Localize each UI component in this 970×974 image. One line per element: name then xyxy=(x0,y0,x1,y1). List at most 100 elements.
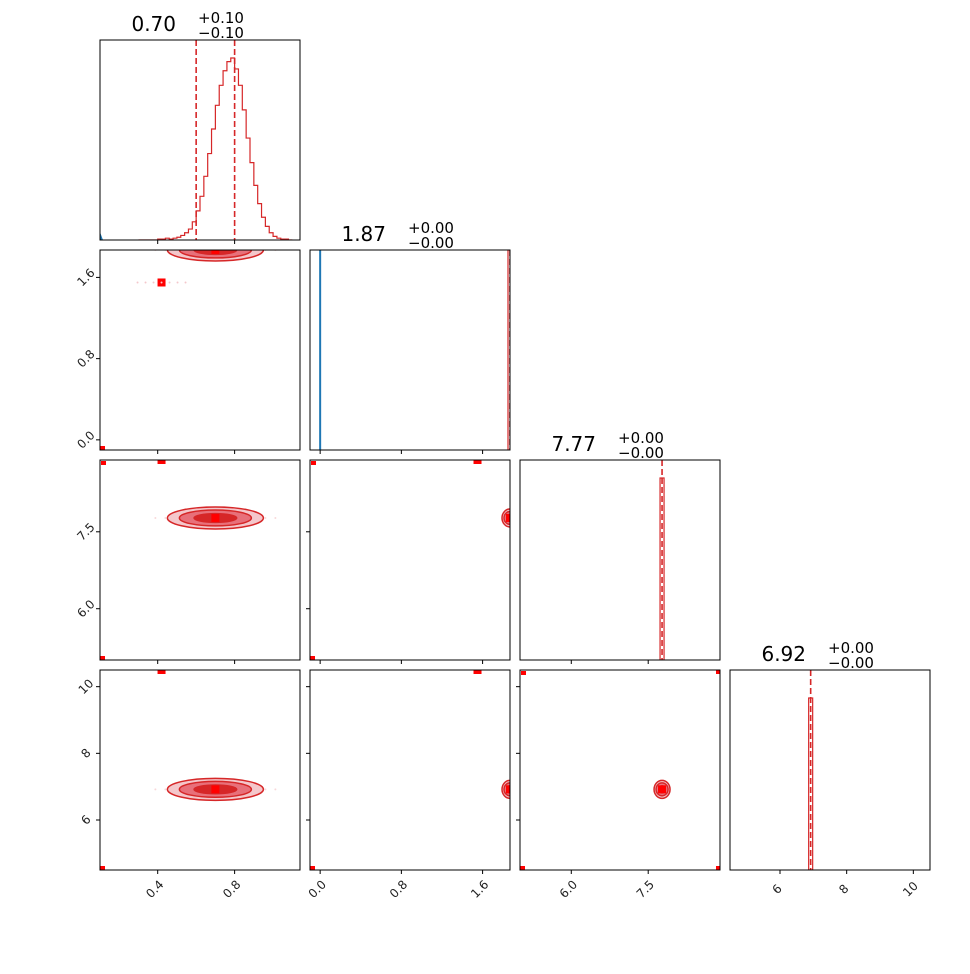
panel-1-0: 0.0 0.8 1.6 xyxy=(74,249,301,454)
title-param-1: 1.87 +0.00 −0.00 xyxy=(341,219,454,252)
histogram-param-1 xyxy=(507,250,510,450)
panel-frame xyxy=(519,669,721,871)
outlier-marker xyxy=(716,670,720,674)
panel-content xyxy=(100,670,277,870)
y-tick-label: 7.5 xyxy=(74,520,97,543)
x-tick-label: 0.4 xyxy=(143,877,166,900)
scatter-point xyxy=(168,281,171,284)
outlier-marker xyxy=(100,656,105,660)
outlier-marker xyxy=(473,670,482,674)
outlier-marker xyxy=(521,671,526,675)
x-tick-label: 8 xyxy=(836,882,851,897)
panel-frame xyxy=(729,669,931,871)
scatter-point xyxy=(164,788,167,791)
panel-3-2: 6.0 7.5 xyxy=(516,669,721,901)
outlier-marker xyxy=(311,461,316,465)
median-marker xyxy=(506,785,510,794)
panel-content xyxy=(100,460,277,660)
panel-0-0 xyxy=(99,39,301,244)
title-value-3: 6.92 xyxy=(761,642,806,666)
outlier-marker xyxy=(716,866,720,870)
title-plus-2: +0.00 xyxy=(618,429,664,447)
median-marker xyxy=(506,513,510,522)
title-minus-3: −0.00 xyxy=(828,654,874,672)
y-tick-label: 1.6 xyxy=(74,266,97,289)
x-tick-label: 7.5 xyxy=(634,877,657,900)
title-plus-3: +0.00 xyxy=(828,639,874,657)
panel-1-1 xyxy=(309,249,511,454)
outlier-marker xyxy=(157,670,166,674)
median-marker xyxy=(658,785,667,794)
panel-frame xyxy=(99,459,301,661)
title-param-2: 7.77 +0.00 −0.00 xyxy=(551,429,664,462)
scatter-point xyxy=(144,281,147,284)
panel-frame xyxy=(99,249,301,451)
scatter-point xyxy=(264,516,267,519)
panel-content xyxy=(310,460,510,660)
panel-2-0: 6.0 7.5 xyxy=(74,459,301,664)
panel-content xyxy=(100,40,293,240)
title-param-3: 6.92 +0.00 −0.00 xyxy=(761,639,874,672)
x-tick-label: 0.8 xyxy=(220,877,243,900)
outlier-marker xyxy=(101,461,106,465)
x-tick-label: 6 xyxy=(770,882,785,897)
x-tick-label: 0.0 xyxy=(306,877,329,900)
scatter-point xyxy=(160,281,163,284)
panel-frame xyxy=(309,249,511,451)
scatter-point xyxy=(164,516,167,519)
title-minus-2: −0.00 xyxy=(618,444,664,462)
scatter-point xyxy=(274,788,277,791)
x-tick-label: 0.8 xyxy=(387,877,410,900)
x-tick-label: 6.0 xyxy=(557,877,580,900)
y-tick-label: 6 xyxy=(78,812,93,827)
scatter-point xyxy=(152,281,155,284)
panel-2-1 xyxy=(306,459,511,664)
outlier-marker xyxy=(157,460,166,464)
panel-frame xyxy=(99,669,301,871)
plot-layer: 0.0 0.8 1.6 6.0 7.5 0.4 0.8 6 8 10 0.0 0.8 1.6 6.0 7.5… xyxy=(74,39,931,901)
scatter-point xyxy=(176,281,179,284)
outlier-marker xyxy=(100,866,105,870)
panel-frame xyxy=(309,459,511,661)
title-plus-0: +0.10 xyxy=(198,9,244,27)
panel-3-3: 6 8 10 xyxy=(729,669,931,900)
x-tick-label: 10 xyxy=(900,879,921,900)
panel-content xyxy=(100,250,277,450)
scatter-point xyxy=(274,516,277,519)
y-tick-label: 6.0 xyxy=(74,597,97,620)
panel-frame xyxy=(99,39,301,241)
title-minus-0: −0.10 xyxy=(198,24,244,42)
median-marker xyxy=(211,785,220,794)
outlier-marker xyxy=(520,866,525,870)
panel-content xyxy=(520,670,720,870)
panel-content xyxy=(319,250,510,450)
x-tick-label: 1.6 xyxy=(468,877,491,900)
histogram-blue-edge xyxy=(100,232,103,240)
panel-2-2 xyxy=(519,459,721,664)
median-marker xyxy=(211,250,220,254)
panel-3-0: 0.4 0.8 6 8 10 xyxy=(76,669,301,901)
scatter-point xyxy=(184,281,187,284)
scatter-point xyxy=(154,516,157,519)
panel-frame xyxy=(519,459,721,661)
scatter-point xyxy=(154,788,157,791)
title-minus-1: −0.00 xyxy=(408,234,454,252)
panel-frame xyxy=(309,669,511,871)
y-tick-label: 0.0 xyxy=(74,428,97,451)
outlier-marker xyxy=(100,446,105,450)
title-value-2: 7.77 xyxy=(551,432,596,456)
y-tick-label: 10 xyxy=(76,676,97,697)
title-plus-1: +0.00 xyxy=(408,219,454,237)
panel-3-1: 0.0 0.8 1.6 xyxy=(306,669,511,901)
title-value-0: 0.70 xyxy=(131,12,176,36)
outlier-marker xyxy=(310,656,315,660)
outlier-marker xyxy=(310,866,315,870)
scatter-point xyxy=(264,788,267,791)
outlier-marker xyxy=(473,460,482,464)
panel-content xyxy=(659,460,665,660)
title-param-0: 0.70 +0.10 −0.10 xyxy=(131,9,244,42)
panel-content xyxy=(808,670,814,870)
median-marker xyxy=(211,513,220,522)
scatter-point xyxy=(136,281,139,284)
